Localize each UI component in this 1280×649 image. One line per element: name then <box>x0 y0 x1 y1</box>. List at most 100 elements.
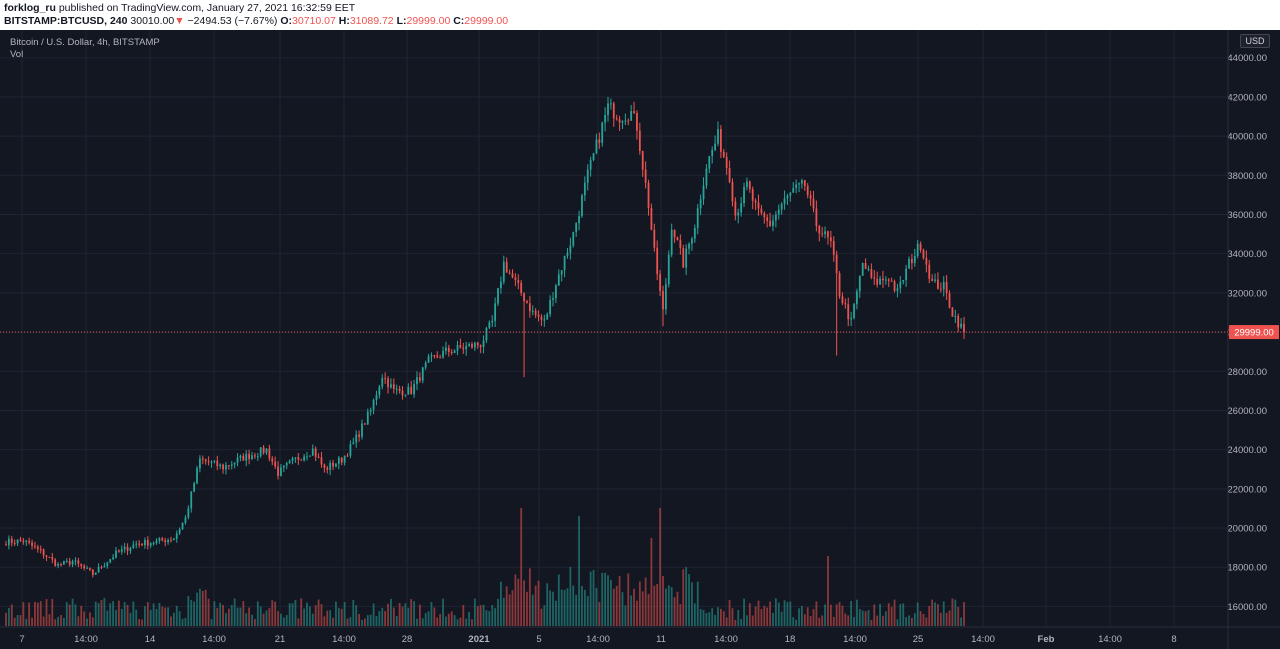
volume-bar <box>566 588 569 626</box>
volume-bar <box>89 612 91 626</box>
author-name[interactable]: forklog_ru <box>4 2 56 14</box>
volume-bar <box>757 600 760 626</box>
price-chart[interactable]: 44000.00 42000.00 40000.00 38000.00 36000.00… <box>0 30 1280 649</box>
candle-body <box>847 304 850 320</box>
volume-bar <box>714 614 716 626</box>
candle-body <box>873 277 876 279</box>
volume-bar <box>505 586 508 626</box>
volume-bar <box>123 602 126 626</box>
volume-bar <box>256 601 259 626</box>
candle-body <box>288 460 291 464</box>
candle-body <box>728 168 731 182</box>
volume-bar <box>80 605 83 626</box>
candle-body <box>633 111 635 114</box>
volume-bar <box>511 590 514 626</box>
volume-bar <box>485 610 488 626</box>
candle-body <box>74 560 77 562</box>
candle-body <box>835 254 838 274</box>
volume-bar <box>282 617 285 626</box>
volume-bar <box>780 611 783 626</box>
candle-body <box>343 455 346 463</box>
candle-body <box>592 153 595 160</box>
candle-body <box>696 208 699 228</box>
candle-body <box>91 569 94 575</box>
volume-bar <box>86 618 88 626</box>
volume-bar <box>31 617 33 626</box>
chart-area[interactable]: 44000.00 42000.00 40000.00 38000.00 36000.00… <box>0 30 1280 649</box>
candle-body <box>557 274 560 286</box>
volume-bar <box>873 604 876 626</box>
volume-bar <box>662 575 664 626</box>
candle-body <box>213 460 216 462</box>
volume-bar <box>369 614 372 626</box>
x-tick-label: 2021 <box>468 634 490 645</box>
candle-body <box>618 119 621 123</box>
currency-button[interactable]: USD <box>1240 34 1270 48</box>
volume-bar <box>769 601 771 626</box>
y-tick-label: 40000.00 <box>1227 132 1267 143</box>
volume-bar <box>390 598 392 626</box>
candle-body <box>132 544 135 549</box>
volume-bar <box>100 600 103 626</box>
candle-body <box>219 464 222 467</box>
candle-body <box>117 550 120 552</box>
volume-bar <box>161 606 164 626</box>
volume-bar <box>398 603 401 626</box>
candle-body <box>838 273 841 297</box>
volume-bar <box>201 590 204 626</box>
volume-bar <box>210 619 213 626</box>
down-arrow-icon: ▼ <box>174 15 185 27</box>
candle-body <box>595 139 598 154</box>
x-tick-label: 8 <box>1171 634 1176 645</box>
candle-body <box>456 345 459 351</box>
volume-bar <box>557 574 560 626</box>
volume-bar <box>34 601 36 626</box>
volume-bar <box>213 601 216 626</box>
candle-body <box>306 456 308 458</box>
volume-bar <box>572 585 575 626</box>
volume-bar <box>829 604 832 626</box>
legend-title: Bitcoin / U.S. Dollar, 4h, BITSTAMP <box>10 37 160 48</box>
volume-bar <box>343 601 346 626</box>
candle-body <box>303 456 306 461</box>
candle-body <box>502 261 505 282</box>
candle-body <box>42 549 45 556</box>
volume-bar <box>528 568 531 626</box>
volume-bar <box>74 604 77 626</box>
volume-bar <box>667 585 670 626</box>
candle-body <box>714 143 716 151</box>
volume-bar <box>783 600 786 626</box>
volume-bar <box>792 617 795 626</box>
candle-body <box>268 448 271 459</box>
volume-bar <box>948 610 951 626</box>
candle-body <box>905 268 908 281</box>
volume-bar <box>68 604 71 626</box>
volume-bar <box>144 606 146 626</box>
volume-bar <box>430 601 433 626</box>
volume-bar <box>471 619 473 626</box>
candle-body <box>22 540 25 542</box>
volume-bar <box>193 601 196 626</box>
volume-bar <box>887 603 890 626</box>
volume-bar <box>928 606 931 626</box>
candle-body <box>939 288 942 290</box>
volume-bar <box>320 604 323 626</box>
candle-body <box>439 357 442 359</box>
candle-body <box>656 247 659 275</box>
volume-bar <box>323 616 326 626</box>
volume-bar <box>424 613 427 626</box>
x-tick-label: 14 <box>145 634 156 645</box>
candle-body <box>94 572 97 575</box>
candle-body <box>103 566 106 568</box>
candle-body <box>361 423 363 437</box>
volume-bar <box>569 567 572 626</box>
volume-bar <box>743 598 745 626</box>
volume-bar <box>806 607 809 626</box>
volume-bar <box>766 607 769 626</box>
volume-bar <box>62 617 65 626</box>
last-price: 30010.00 <box>130 15 175 27</box>
candle-body <box>821 233 824 235</box>
volume-bar <box>615 585 618 626</box>
candle-body <box>555 285 557 299</box>
volume-bar <box>418 604 421 626</box>
